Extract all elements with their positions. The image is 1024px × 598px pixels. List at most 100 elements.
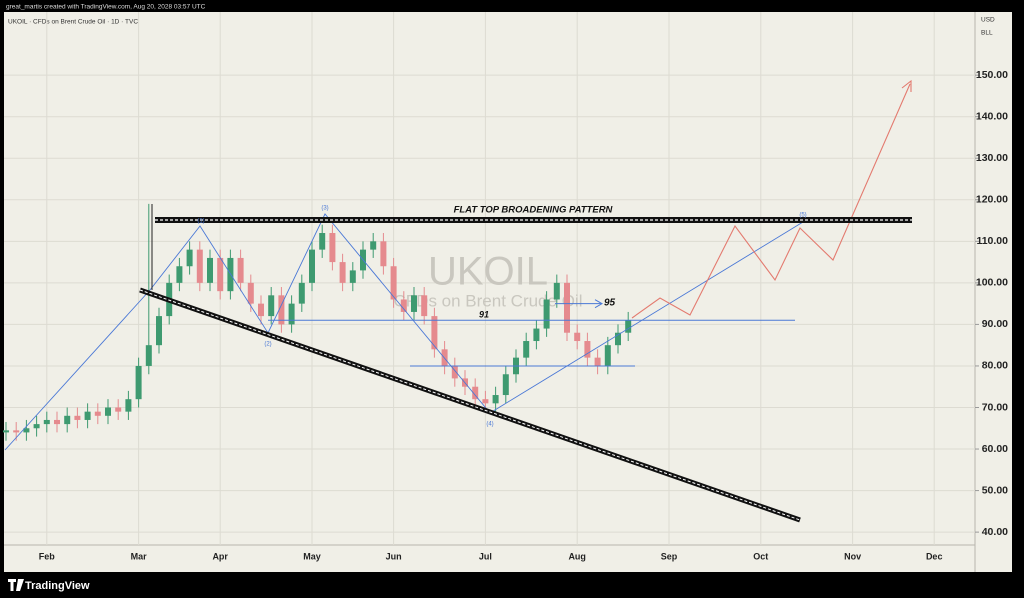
candle-body (135, 365, 142, 400)
candle-body (319, 233, 326, 250)
y-tick-label: 110.00 (976, 235, 1008, 247)
candle-body (553, 282, 560, 300)
candle-body (482, 399, 489, 404)
candle-body (64, 415, 71, 425)
candle-body (156, 316, 162, 346)
target-arrowhead (594, 299, 604, 309)
unit: BLL (981, 30, 993, 37)
candle-body (105, 407, 111, 416)
candle-body (278, 295, 285, 325)
candle-body (258, 303, 264, 317)
x-tick-label: Feb (39, 551, 56, 561)
wave-label: (2) (264, 342, 271, 348)
candle-body (564, 282, 570, 333)
y-tick-label: 150.00 (976, 69, 1008, 81)
candle-body (23, 428, 30, 433)
x-tick-label: Dec (926, 551, 943, 561)
candle-body (594, 357, 601, 366)
candle-body (502, 374, 509, 396)
x-tick-label: May (303, 551, 321, 561)
candle-body (298, 282, 305, 304)
candle-body (533, 328, 540, 342)
support-level-label: 91 (479, 310, 489, 320)
candle-body (186, 249, 193, 267)
candle-body (472, 386, 479, 400)
y-tick-label: 140.00 (976, 110, 1008, 122)
candle-body (207, 257, 213, 283)
brand: TradingView (25, 580, 90, 592)
candle-body (84, 411, 91, 420)
candle-body (115, 407, 122, 412)
candle-body (196, 249, 203, 283)
wave-label: (1) (197, 219, 204, 225)
brand-logo (8, 579, 24, 591)
author-line: great_martis created with TradingView.co… (6, 4, 206, 11)
candle-body (349, 270, 356, 283)
candle-body (370, 241, 377, 250)
x-tick-label: Sep (661, 551, 678, 561)
candle-body (615, 332, 621, 346)
candle-body (421, 295, 428, 317)
y-tick-label: 50.00 (982, 484, 1008, 496)
candle-body (288, 303, 295, 325)
candle-body (3, 430, 9, 433)
y-tick-label: 60.00 (982, 443, 1008, 455)
candle-body (411, 295, 417, 312)
y-tick-label: 130.00 (976, 152, 1008, 164)
pattern-label: FLAT TOP BROADENING PATTERN (454, 205, 614, 216)
candle-body (492, 395, 499, 404)
footer-bar (0, 572, 1024, 598)
candle-body (543, 299, 550, 329)
watermark: UKOIL (428, 250, 548, 294)
y-tick-label: 100.00 (976, 277, 1008, 289)
candle-body (247, 282, 254, 304)
x-tick-label: Oct (753, 551, 768, 561)
axis: 40.00 50.00 60.00 70.00 80.00 90.00 100.00 110.… (39, 69, 1008, 561)
broadening-line-inner (139, 289, 801, 521)
candle-body (125, 399, 132, 412)
wave-label: (3) (321, 206, 328, 212)
candle-body (523, 341, 530, 358)
candle-body (574, 332, 581, 342)
candle-body (33, 424, 40, 429)
projection-arrowhead (901, 79, 912, 92)
candle-body (451, 365, 458, 379)
target-label: 95 (604, 297, 616, 308)
candle-body (329, 233, 336, 263)
wave-label: (4) (486, 422, 493, 428)
y-tick-label: 120.00 (976, 194, 1008, 206)
candle-body (380, 241, 387, 267)
x-tick-label: Mar (131, 551, 148, 561)
candle-body (339, 262, 346, 283)
x-tick-label: Jun (386, 551, 402, 561)
levels: 91 95 (268, 297, 795, 321)
candle-body (54, 419, 60, 425)
candle-body (176, 266, 183, 283)
candle-body (94, 411, 101, 416)
wave-label: (5) (799, 213, 806, 219)
candle-body (13, 430, 20, 433)
symbol-line: UKOIL · CFDs on Brent Crude Oil · 1D · T… (8, 19, 138, 26)
y-tick-label: 80.00 (982, 360, 1008, 372)
projection-line (631, 83, 911, 319)
currency: USD (981, 17, 995, 24)
y-tick-label: 90.00 (982, 318, 1008, 330)
candle-body (237, 257, 244, 283)
candle-body (268, 295, 275, 317)
x-tick-label: Jul (479, 551, 492, 561)
candle-body (584, 341, 591, 358)
candle-body (217, 257, 224, 292)
candle-body (625, 320, 632, 333)
y-tick-label: 70.00 (982, 401, 1008, 413)
y-tick-label: 40.00 (982, 526, 1008, 538)
candle-body (309, 249, 315, 283)
x-tick-label: Nov (844, 551, 861, 561)
candle-body (43, 419, 50, 425)
x-tick-label: Aug (568, 551, 586, 561)
watermark-subtitle: CFDs on Brent Crude Oil (394, 291, 583, 310)
candle-body (145, 345, 152, 366)
candle-body (604, 345, 611, 366)
x-tick-label: Apr (212, 551, 228, 561)
